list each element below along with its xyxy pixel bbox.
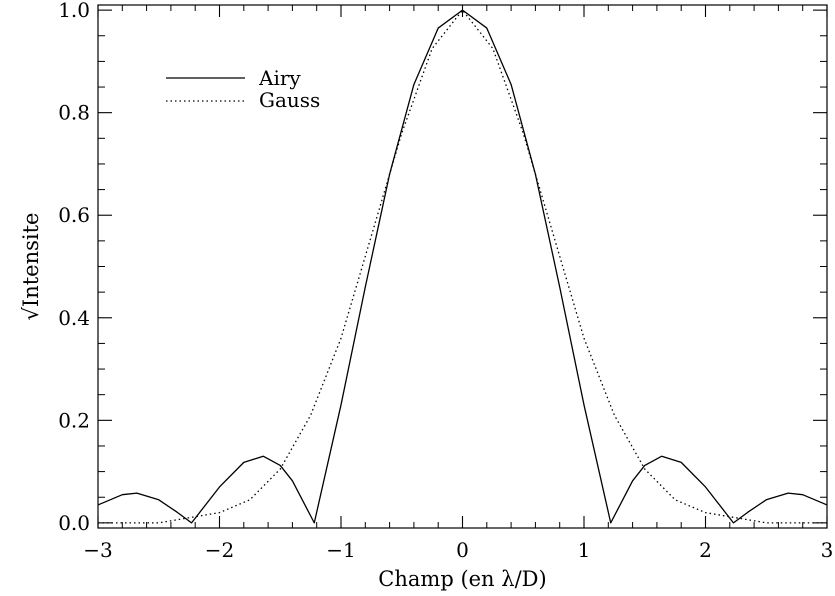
x-tick-label: 3 [821, 538, 834, 562]
x-axis-label: Champ (en λ/D) [378, 567, 546, 591]
y-tick-label: 0.6 [58, 203, 90, 227]
x-tick-label: −3 [83, 538, 112, 562]
plot-border [97, 4, 828, 529]
series-lines [97, 9, 828, 524]
x-tick-label: 1 [578, 538, 591, 562]
axis-tick-labels: −3 −2 −1 0 1 2 3 0.0 0.2 0.4 0.6 0.8 1.0 [58, 0, 833, 562]
y-tick-label: 0.0 [58, 511, 90, 535]
legend-label-gauss: Gauss [259, 88, 320, 112]
x-tick-label: 2 [699, 538, 712, 562]
y-tick-label: 0.8 [58, 101, 90, 125]
axis-ticks [97, 5, 828, 528]
y-tick-label: 0.4 [58, 306, 90, 330]
x-tick-label: 0 [456, 538, 469, 562]
x-tick-label: −1 [326, 538, 355, 562]
plot-frame [97, 4, 828, 529]
legend: Airy Gauss [166, 66, 320, 112]
series-line-airy [97, 9, 828, 524]
y-axis-label: √Intensite [19, 213, 43, 321]
series-line-gauss [98, 9, 827, 524]
y-tick-label: 1.0 [58, 0, 90, 22]
y-tick-label: 0.2 [58, 408, 90, 432]
x-tick-label: −2 [205, 538, 234, 562]
legend-label-airy: Airy [258, 66, 301, 90]
